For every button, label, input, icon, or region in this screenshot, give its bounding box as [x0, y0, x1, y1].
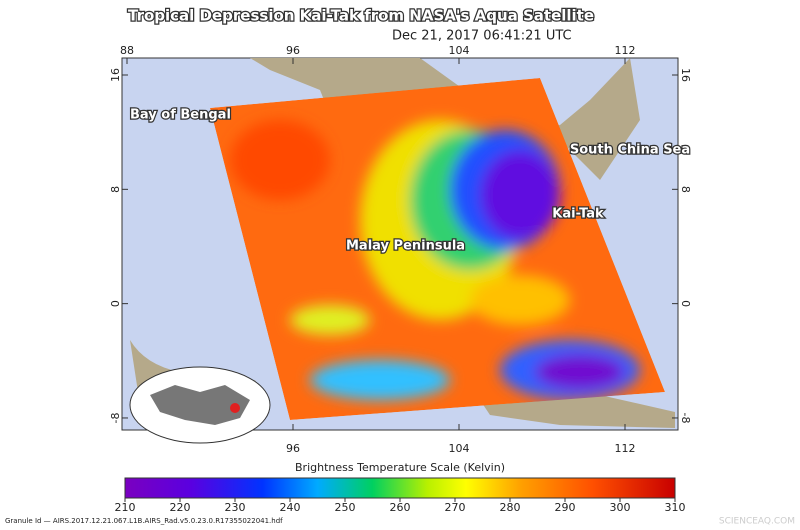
- place-label: Malay Peninsula: [346, 239, 465, 254]
- colorbar-tick-label: 220: [170, 501, 191, 514]
- latitude-label: 0: [109, 300, 122, 307]
- longitude-label: 104: [449, 44, 470, 57]
- latitude-label: 16: [109, 68, 122, 82]
- land: [480, 395, 675, 428]
- longitude-label: 112: [615, 44, 636, 57]
- longitude-label: 112: [615, 442, 636, 455]
- place-label: Bay of Bengal: [130, 108, 231, 123]
- colorbar-tick-label: 290: [555, 501, 576, 514]
- place-label: South China Sea: [570, 143, 690, 158]
- granule-id: Granule Id — AIRS.2017.12.21.067.L1B.AIR…: [5, 517, 283, 525]
- colorbar-tick-label: 310: [665, 501, 686, 514]
- latitude-label: 8: [109, 186, 122, 193]
- inset-globe: [129, 366, 271, 444]
- map: Bay of Bengal South China Sea Kai-Tak Ma…: [121, 57, 691, 444]
- latitude-label: 16: [679, 68, 692, 82]
- longitude-label: 104: [449, 442, 470, 455]
- title: Tropical Depression Kai-Tak from NASA's …: [128, 7, 594, 25]
- colorbar-tick-label: 250: [335, 501, 356, 514]
- swath: [210, 78, 665, 420]
- latitude-label: -8: [679, 412, 692, 423]
- colorbar-tick-label: 240: [280, 501, 301, 514]
- colorbar-tick-label: 230: [225, 501, 246, 514]
- watermark: SCIENCEAQ.COM: [719, 517, 795, 527]
- latitude-label: 0: [679, 300, 692, 307]
- colorbar-tick-label: 260: [390, 501, 411, 514]
- colorbar-tick-label: 270: [445, 501, 466, 514]
- place-label: Kai-Tak: [552, 207, 604, 222]
- latitude-label: -8: [109, 412, 122, 423]
- colorbar-tick-label: 210: [115, 501, 136, 514]
- colorbar-title: Brightness Temperature Scale (Kelvin): [295, 461, 505, 474]
- colorbar-tick-label: 280: [500, 501, 521, 514]
- colorbar: [124, 477, 676, 499]
- longitude-label: 96: [286, 442, 300, 455]
- longitude-label: 96: [286, 44, 300, 57]
- colorbar-tick-label: 300: [610, 501, 631, 514]
- timestamp: Dec 21, 2017 06:41:21 UTC: [392, 29, 572, 44]
- longitude-label: 88: [120, 44, 134, 57]
- latitude-label: 8: [679, 186, 692, 193]
